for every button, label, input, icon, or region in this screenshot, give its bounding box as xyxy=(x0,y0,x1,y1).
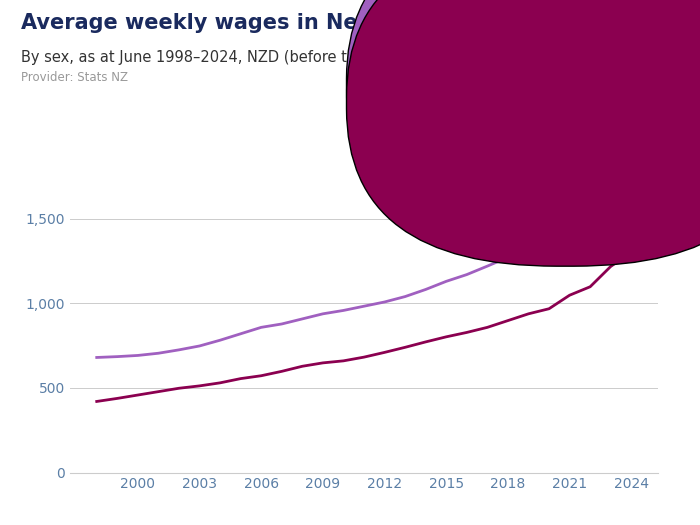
Text: figure.nz: figure.nz xyxy=(578,23,665,39)
Text: Average weekly wages in New Zealand: Average weekly wages in New Zealand xyxy=(21,13,478,33)
Text: Men: Men xyxy=(579,78,607,90)
Text: By sex, as at June 1998–2024, NZD (before tax): By sex, as at June 1998–2024, NZD (befor… xyxy=(21,50,370,65)
Text: Provider: Stats NZ: Provider: Stats NZ xyxy=(21,71,128,84)
Text: Women: Women xyxy=(579,96,629,109)
